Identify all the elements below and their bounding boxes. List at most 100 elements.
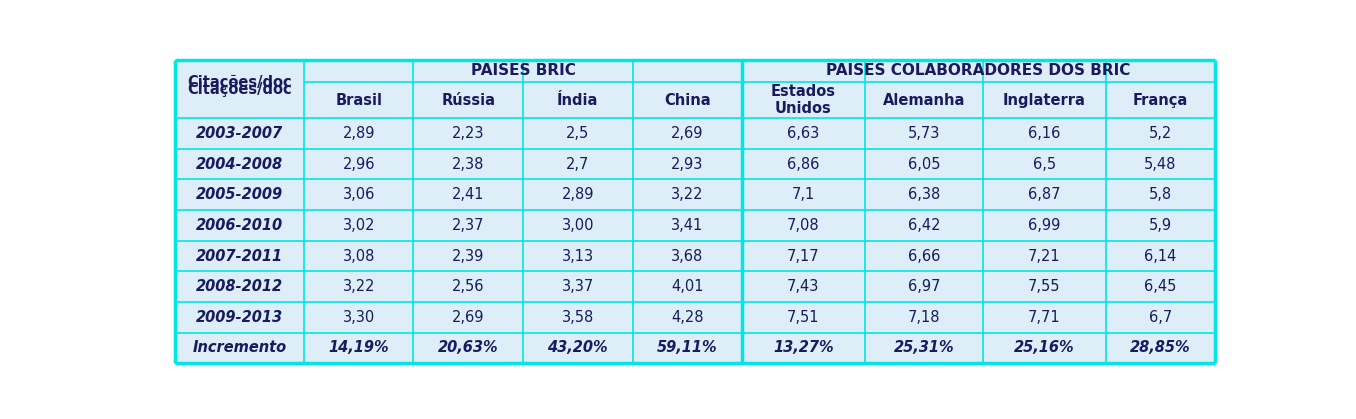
Text: Citações/doc: Citações/doc bbox=[187, 75, 292, 90]
Bar bbox=[632, 118, 742, 149]
Bar bbox=[414, 82, 523, 118]
Text: PAISES BRIC: PAISES BRIC bbox=[471, 64, 575, 78]
Text: 3,13: 3,13 bbox=[561, 248, 594, 264]
Text: 2,23: 2,23 bbox=[452, 126, 484, 141]
Text: 20,63%: 20,63% bbox=[438, 340, 499, 355]
Bar bbox=[1105, 60, 1215, 82]
Bar bbox=[175, 241, 304, 272]
Text: 4,01: 4,01 bbox=[671, 279, 704, 294]
Text: 6,66: 6,66 bbox=[907, 248, 940, 264]
Bar bbox=[304, 210, 414, 241]
Text: 2,89: 2,89 bbox=[561, 187, 594, 202]
Text: 13,27%: 13,27% bbox=[773, 340, 834, 355]
Text: 2007-2011: 2007-2011 bbox=[195, 248, 283, 264]
Bar bbox=[632, 60, 742, 82]
Bar bbox=[414, 241, 523, 272]
Bar bbox=[523, 179, 632, 210]
Bar bbox=[742, 179, 865, 210]
Text: 6,7: 6,7 bbox=[1149, 310, 1172, 325]
Bar bbox=[865, 241, 983, 272]
Text: 3,58: 3,58 bbox=[561, 310, 594, 325]
Bar bbox=[865, 302, 983, 333]
Bar bbox=[983, 179, 1105, 210]
Text: 3,41: 3,41 bbox=[671, 218, 704, 233]
Bar bbox=[1105, 272, 1215, 302]
Bar bbox=[1105, 179, 1215, 210]
Text: Inglaterra: Inglaterra bbox=[1003, 93, 1086, 108]
Bar bbox=[865, 149, 983, 179]
Text: 6,5: 6,5 bbox=[1033, 157, 1056, 172]
Text: 5,8: 5,8 bbox=[1149, 187, 1172, 202]
Bar bbox=[175, 60, 304, 82]
Bar bbox=[1105, 210, 1215, 241]
Bar bbox=[175, 210, 304, 241]
Bar bbox=[304, 302, 414, 333]
Bar bbox=[865, 210, 983, 241]
Bar bbox=[304, 179, 414, 210]
Bar bbox=[175, 179, 304, 210]
Bar bbox=[865, 333, 983, 363]
Text: 2,5: 2,5 bbox=[567, 126, 590, 141]
Text: 2,7: 2,7 bbox=[565, 157, 590, 172]
Text: 7,55: 7,55 bbox=[1028, 279, 1060, 294]
Bar bbox=[865, 179, 983, 210]
Bar bbox=[632, 302, 742, 333]
Bar bbox=[742, 60, 865, 82]
Bar bbox=[175, 118, 304, 149]
Text: 7,21: 7,21 bbox=[1028, 248, 1060, 264]
Text: 25,31%: 25,31% bbox=[894, 340, 955, 355]
Text: 3,22: 3,22 bbox=[343, 279, 376, 294]
Bar bbox=[1105, 149, 1215, 179]
Text: 2,69: 2,69 bbox=[452, 310, 484, 325]
Text: 3,22: 3,22 bbox=[671, 187, 704, 202]
Bar bbox=[983, 149, 1105, 179]
Text: França: França bbox=[1132, 93, 1188, 108]
Text: 2,93: 2,93 bbox=[671, 157, 704, 172]
Bar bbox=[983, 210, 1105, 241]
Bar bbox=[175, 302, 304, 333]
Text: 5,48: 5,48 bbox=[1144, 157, 1177, 172]
Text: 3,68: 3,68 bbox=[671, 248, 704, 264]
Bar bbox=[414, 302, 523, 333]
Text: 2006-2010: 2006-2010 bbox=[195, 218, 283, 233]
Text: 5,9: 5,9 bbox=[1149, 218, 1172, 233]
Text: 3,30: 3,30 bbox=[343, 310, 374, 325]
Text: 2,56: 2,56 bbox=[452, 279, 484, 294]
Text: 6,38: 6,38 bbox=[907, 187, 940, 202]
Text: Índia: Índia bbox=[557, 93, 598, 108]
Bar bbox=[865, 60, 983, 82]
Bar bbox=[175, 333, 304, 363]
Text: 3,08: 3,08 bbox=[343, 248, 374, 264]
Text: 2,38: 2,38 bbox=[452, 157, 484, 172]
Text: 43,20%: 43,20% bbox=[548, 340, 607, 355]
Text: 7,43: 7,43 bbox=[788, 279, 819, 294]
Bar bbox=[983, 82, 1105, 118]
Text: 6,63: 6,63 bbox=[788, 126, 819, 141]
Text: Citações/doc: Citações/doc bbox=[187, 82, 292, 96]
Bar bbox=[523, 118, 632, 149]
Text: Rússia: Rússia bbox=[441, 93, 495, 108]
Bar bbox=[414, 149, 523, 179]
Text: 6,97: 6,97 bbox=[907, 279, 940, 294]
Text: Alemanha: Alemanha bbox=[883, 93, 965, 108]
Bar bbox=[175, 82, 304, 118]
Text: 2,69: 2,69 bbox=[671, 126, 704, 141]
Bar bbox=[175, 272, 304, 302]
Bar bbox=[983, 118, 1105, 149]
Text: 2008-2012: 2008-2012 bbox=[195, 279, 283, 294]
Bar bbox=[632, 333, 742, 363]
Bar bbox=[983, 241, 1105, 272]
Bar bbox=[304, 241, 414, 272]
Bar bbox=[414, 333, 523, 363]
Bar bbox=[304, 272, 414, 302]
Bar bbox=[523, 210, 632, 241]
Text: 3,02: 3,02 bbox=[343, 218, 376, 233]
Bar bbox=[1105, 118, 1215, 149]
Text: 6,87: 6,87 bbox=[1028, 187, 1060, 202]
Bar bbox=[742, 333, 865, 363]
Bar bbox=[523, 333, 632, 363]
Bar bbox=[865, 118, 983, 149]
Bar bbox=[632, 241, 742, 272]
Text: 25,16%: 25,16% bbox=[1014, 340, 1074, 355]
Text: 6,16: 6,16 bbox=[1028, 126, 1060, 141]
